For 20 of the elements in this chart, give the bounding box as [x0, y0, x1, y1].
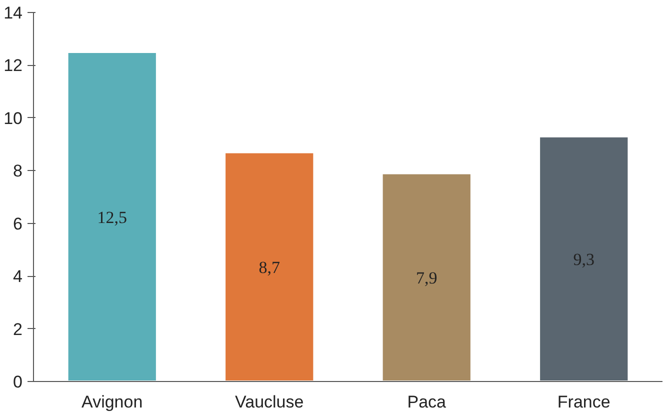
- x-tick-label: Paca: [407, 392, 447, 412]
- y-tick-label: 10: [4, 108, 23, 128]
- y-tick-label: 12: [4, 56, 23, 76]
- y-tick-label: 14: [4, 4, 23, 22]
- x-tick-label: Avignon: [82, 392, 143, 412]
- bar: [224, 151, 316, 382]
- y-tick-label: 0: [13, 372, 23, 392]
- bar: [538, 135, 630, 382]
- bar: [66, 51, 158, 382]
- bar: [380, 172, 472, 382]
- data-label: 9,3: [573, 250, 594, 269]
- y-tick-label: 4: [13, 267, 23, 286]
- x-tick-label: Vaucluse: [235, 392, 304, 412]
- data-label: 8,7: [258, 258, 280, 277]
- y-tick-label: 2: [13, 320, 23, 339]
- y-tick-label: 8: [13, 162, 23, 181]
- y-tick-label: 6: [13, 214, 23, 234]
- x-tick-label: France: [557, 392, 610, 412]
- data-label: 12,5: [97, 208, 127, 227]
- data-label: 7,9: [416, 268, 438, 288]
